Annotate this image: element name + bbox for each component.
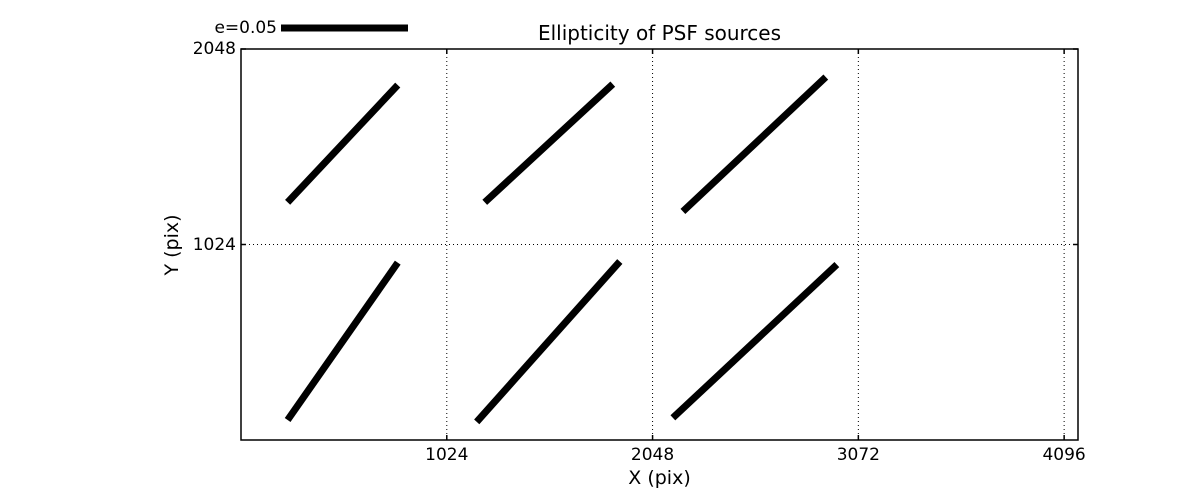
whisker-4 (284, 260, 401, 422)
whisker-5 (474, 259, 623, 425)
axes-frame (240, 48, 1079, 441)
y-tick-label-1024: 1024 (192, 234, 236, 255)
whisker-3 (680, 74, 829, 215)
whisker-1 (285, 82, 401, 205)
x-tick-label-1024: 1024 (425, 445, 469, 465)
legend-label: e=0.05 (214, 18, 277, 38)
x-axis-label: X (pix) (628, 467, 691, 489)
whisker-6 (670, 261, 840, 421)
chart-title: Ellipticity of PSF sources (537, 21, 782, 45)
x-tick-label-2048: 2048 (630, 445, 675, 465)
y-tick-label-2048: 2048 (192, 39, 236, 59)
x-tick-label-3072: 3072 (836, 445, 880, 465)
whisker-2 (482, 81, 616, 205)
x-tick-label-4096: 4096 (1042, 445, 1086, 465)
